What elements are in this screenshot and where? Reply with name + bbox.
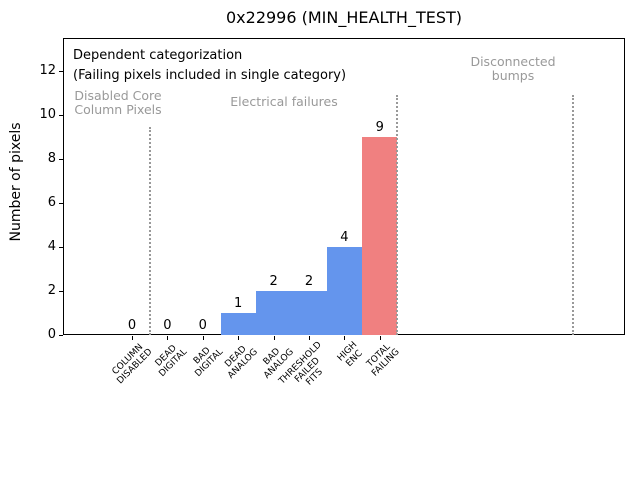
bar-value-label: 2 [269, 274, 278, 289]
x-tick-label: BAD DIGITAL [191, 345, 225, 380]
x-tick-label: DEAD ANALOG [223, 344, 261, 381]
region-label: Disabled Core Column Pixels [74, 88, 162, 117]
y-tick-label: 12 [39, 63, 56, 78]
category-separator-line [149, 127, 151, 335]
y-tick-mark [59, 290, 63, 292]
x-tick-mark [132, 336, 133, 340]
category-separator-line [396, 95, 398, 335]
bar-dead-analog [220, 313, 256, 335]
region-label: Electrical failures [230, 94, 338, 109]
bar-value-label: 1 [234, 296, 243, 311]
region-label: Disconnected bumps [470, 54, 556, 83]
y-tick-mark [59, 202, 63, 204]
x-tick-mark [344, 336, 346, 340]
x-tick-mark [167, 336, 169, 340]
bar-value-label: 9 [375, 120, 384, 135]
x-tick-mark [202, 336, 204, 340]
x-tick-mark [309, 336, 310, 340]
x-tick-mark [379, 336, 381, 340]
y-tick-mark [59, 334, 63, 336]
x-tick-label: DEAD DIGITAL [153, 343, 190, 380]
y-tick-label: 10 [39, 107, 56, 122]
y-tick-label: 2 [47, 283, 56, 298]
chart-title: 0x22996 (MIN_HEALTH_TEST) [225, 8, 463, 27]
y-tick-mark [59, 114, 63, 116]
annotation-dependent-note-line2: (Failing pixels included in single categ… [73, 68, 347, 83]
bar-total-failing [362, 137, 398, 335]
bar-value-label: 2 [304, 274, 314, 289]
bar-threshold-failed-fits [291, 291, 327, 335]
y-tick-mark [59, 70, 63, 72]
bar-value-label: 0 [127, 318, 137, 333]
y-tick-label: 6 [47, 195, 56, 210]
bar-value-label: 4 [340, 230, 349, 245]
category-separator-line [572, 95, 574, 335]
y-tick-mark [59, 246, 63, 248]
y-tick-label: 4 [47, 239, 56, 254]
bar-bad-analog [255, 291, 292, 335]
x-tick-mark [238, 336, 240, 340]
x-tick-mark [273, 336, 275, 340]
bar-value-label: 0 [163, 318, 172, 333]
x-tick-label: TOTAL FAILING [365, 342, 402, 379]
bar-high-enc [326, 247, 363, 335]
bar-value-label: 0 [198, 318, 207, 333]
x-tick-label: HIGH ENC [336, 340, 365, 369]
y-axis-label: Number of pixels [8, 122, 24, 242]
y-tick-label: 8 [47, 151, 56, 166]
annotation-dependent-note-line1: Dependent categorization [73, 48, 243, 63]
y-tick-mark [59, 158, 63, 160]
y-tick-label: 0 [47, 327, 56, 342]
x-tick-label: COLUMN DISABLED [110, 342, 155, 387]
